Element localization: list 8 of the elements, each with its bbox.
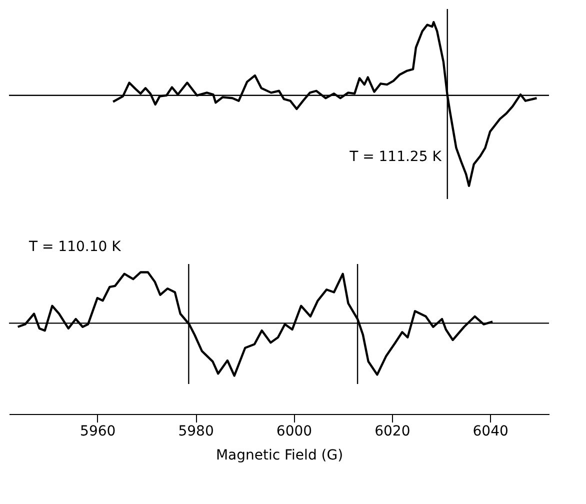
x-tick-label: 6020 [374, 424, 410, 440]
x-tick-label: 5960 [80, 424, 116, 440]
x-axis-title: Magnetic Field (G) [216, 448, 344, 464]
x-tick-label: 6040 [472, 424, 508, 440]
text: T = 110.10 K [28, 239, 122, 255]
annotation: T = 111.25 K [348, 149, 442, 166]
x-tick-label: 5980 [178, 424, 214, 440]
x-tick-label: 6000 [276, 424, 312, 440]
